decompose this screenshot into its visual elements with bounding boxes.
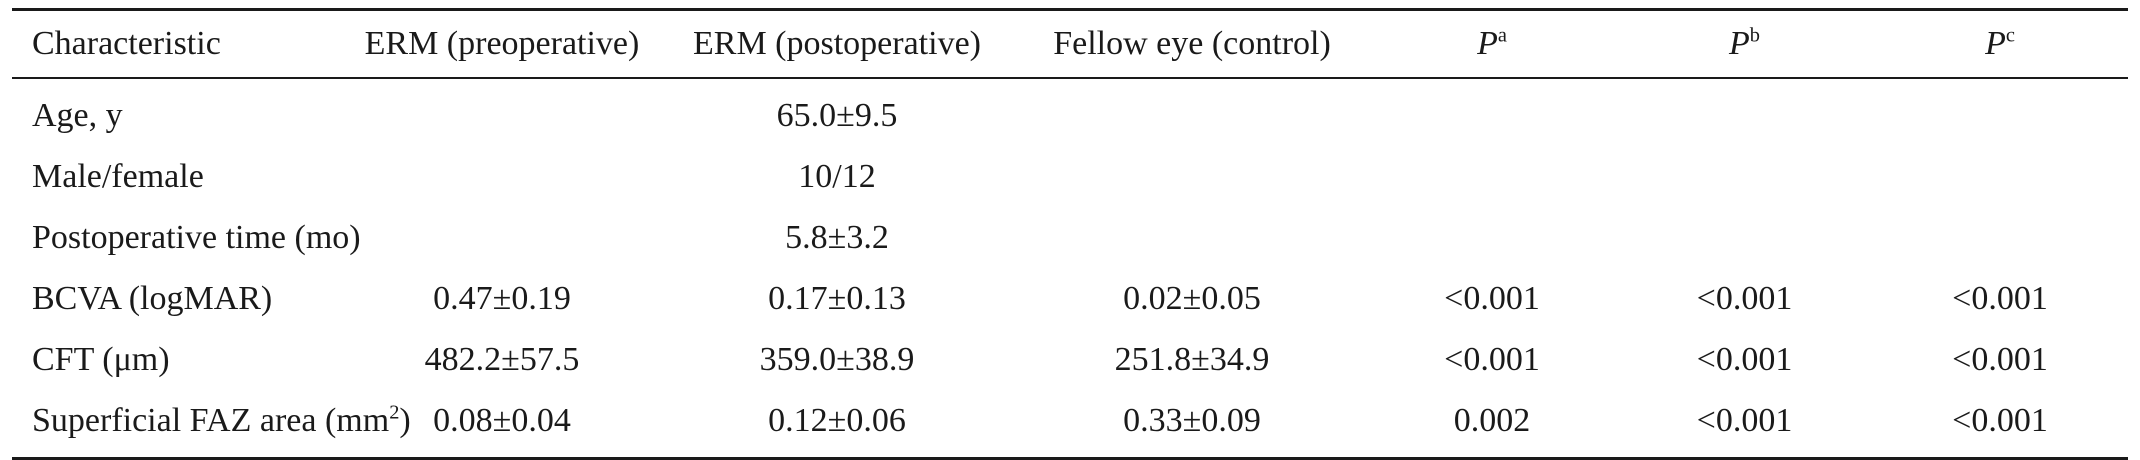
row-label-end: )	[399, 401, 411, 439]
cell-fellow	[1017, 207, 1367, 268]
cell-p-b: <0.001	[1696, 401, 1793, 439]
header-p-b: Pb	[1617, 10, 1872, 79]
cell-fellow: 251.8±34.9	[1114, 340, 1270, 378]
characteristics-table: Characteristic ERM (preoperative) ERM (p…	[12, 8, 2128, 460]
cell-fellow: 0.02±0.05	[1123, 279, 1261, 317]
cell-p-c: <0.001	[1952, 401, 2048, 439]
cell-erm-post: 5.8±3.2	[785, 218, 889, 256]
header-erm-preoperative: ERM (preoperative)	[364, 25, 640, 62]
row-label: Superficial FAZ area (mm2)	[12, 390, 411, 459]
cell-erm-pre	[347, 207, 657, 268]
header-p-a-base: P	[1477, 25, 1498, 62]
cell-p-b	[1617, 146, 1872, 207]
cell-erm-post: 359.0±38.9	[759, 340, 915, 378]
cell-p-c	[1872, 78, 2128, 146]
cell-p-c	[1872, 146, 2128, 207]
header-p-b-sup: b	[1749, 24, 1760, 47]
cell-p-a: <0.001	[1444, 279, 1540, 317]
table-row: BCVA (logMAR) 0.47±0.19 0.17±0.13 0.02±0…	[12, 268, 2128, 329]
cell-p-b: <0.001	[1696, 340, 1793, 378]
cell-erm-pre	[347, 146, 657, 207]
cell-erm-pre	[347, 78, 657, 146]
table-row: Age, y 65.0±9.5	[12, 78, 2128, 146]
cell-erm-pre: 482.2±57.5	[424, 340, 580, 378]
row-label: BCVA (logMAR)	[32, 279, 273, 317]
header-fellow-eye: Fellow eye (control)	[1053, 25, 1331, 62]
cell-fellow: 0.33±0.09	[1123, 401, 1261, 439]
cell-p-a	[1367, 207, 1617, 268]
cell-erm-post: 10/12	[798, 157, 876, 195]
cell-p-a: 0.002	[1453, 401, 1531, 439]
cell-erm-post: 0.12±0.06	[768, 401, 906, 439]
cell-p-c: <0.001	[1952, 340, 2048, 378]
header-p-c: Pc	[1872, 10, 2128, 79]
row-label-base: Superficial FAZ area (mm	[32, 401, 390, 439]
header-p-c-sup: c	[2005, 24, 2015, 47]
cell-fellow	[1017, 146, 1367, 207]
characteristics-table-container: Characteristic ERM (preoperative) ERM (p…	[12, 8, 2128, 460]
header-p-a: Pa	[1367, 10, 1617, 79]
row-label: Age, y	[32, 96, 123, 134]
header-characteristic: Characteristic	[32, 25, 221, 62]
cell-fellow	[1017, 78, 1367, 146]
row-label: Postoperative time (mo)	[32, 218, 361, 256]
header-erm-postoperative: ERM (postoperative)	[693, 25, 981, 62]
row-label-sup: 2	[389, 401, 400, 424]
header-p-b-base: P	[1729, 25, 1750, 62]
cell-p-b: <0.001	[1696, 279, 1793, 317]
cell-p-a: <0.001	[1444, 340, 1540, 378]
cell-p-c	[1872, 207, 2128, 268]
table-row: Superficial FAZ area (mm2) 0.08±0.04 0.1…	[12, 390, 2128, 459]
row-label: Male/female	[32, 157, 204, 195]
header-row: Characteristic ERM (preoperative) ERM (p…	[12, 9, 2128, 79]
table-row: Postoperative time (mo) 5.8±3.2	[12, 207, 2128, 268]
cell-p-b	[1617, 207, 1872, 268]
header-p-a-sup: a	[1497, 24, 1507, 47]
cell-erm-pre: 0.47±0.19	[433, 279, 571, 317]
cell-erm-pre: 0.08±0.04	[433, 401, 571, 439]
table-header: Characteristic ERM (preoperative) ERM (p…	[12, 9, 2128, 79]
cell-p-a	[1367, 146, 1617, 207]
cell-erm-post: 65.0±9.5	[776, 96, 898, 134]
cell-p-a	[1367, 78, 1617, 146]
row-label: CFT (μm)	[32, 340, 170, 378]
cell-p-c: <0.001	[1952, 279, 2048, 317]
header-p-c-base: P	[1985, 25, 2006, 62]
cell-erm-post: 0.17±0.13	[768, 279, 906, 317]
table-row: Male/female 10/12	[12, 146, 2128, 207]
cell-p-b	[1617, 78, 1872, 146]
table-row: CFT (μm) 482.2±57.5 359.0±38.9 251.8±34.…	[12, 329, 2128, 390]
table-body: Age, y 65.0±9.5 Male/female 10/12 Postop…	[12, 78, 2128, 459]
